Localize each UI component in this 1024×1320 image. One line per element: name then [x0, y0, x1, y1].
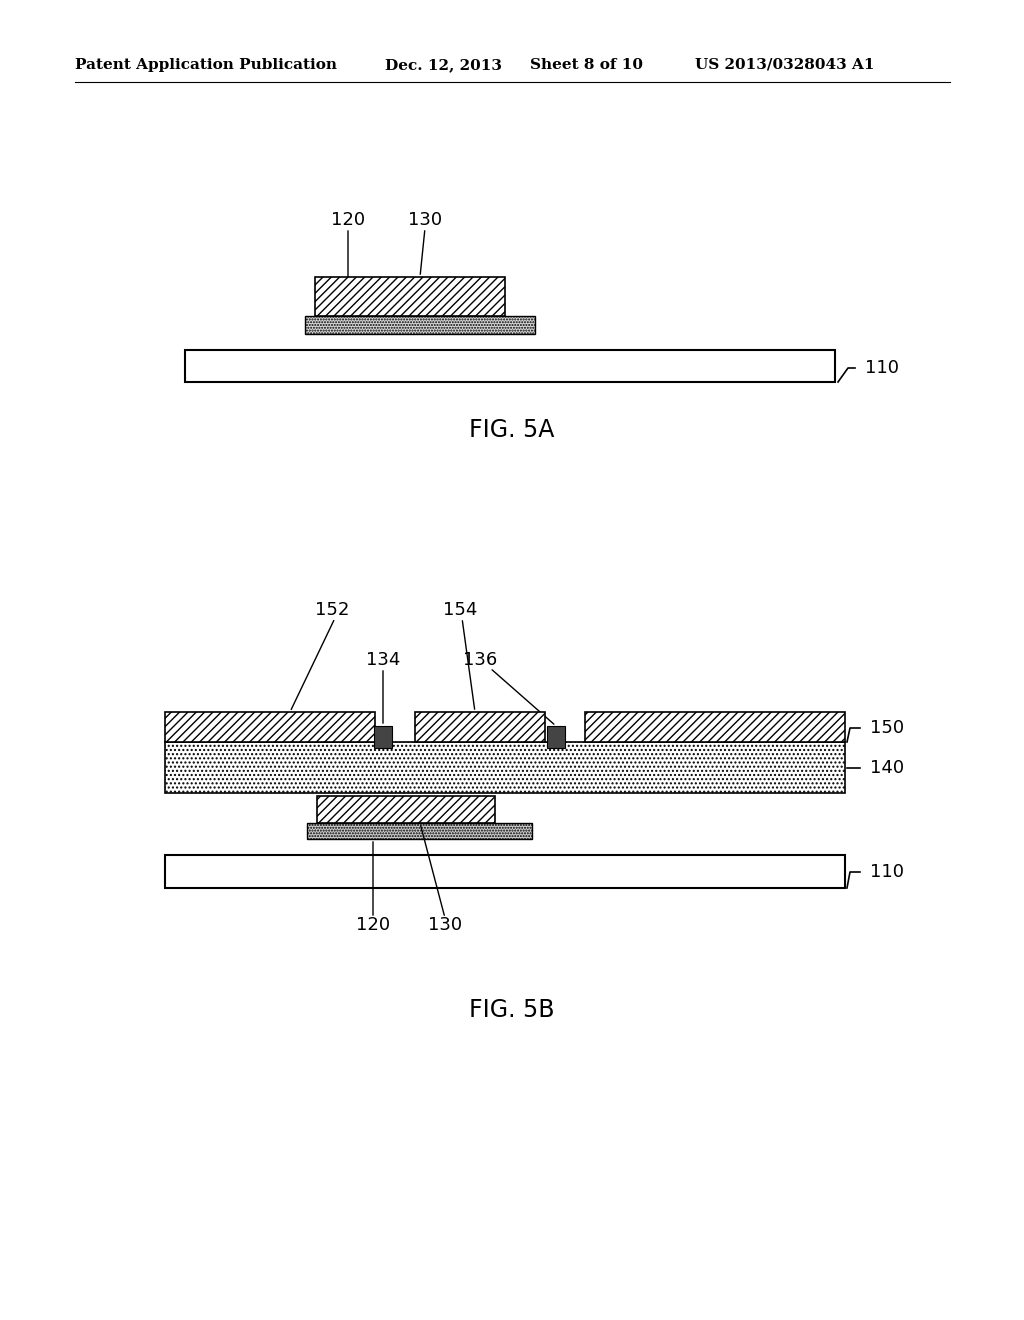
- Bar: [305, 315, 535, 334]
- Text: 110: 110: [865, 359, 899, 378]
- Text: Sheet 8 of 10: Sheet 8 of 10: [530, 58, 643, 73]
- Bar: [415, 711, 545, 742]
- Bar: [307, 822, 532, 840]
- Bar: [374, 726, 392, 748]
- Text: 110: 110: [870, 863, 904, 880]
- Bar: [585, 711, 845, 742]
- Text: FIG. 5A: FIG. 5A: [469, 418, 555, 442]
- Text: 152: 152: [314, 601, 349, 619]
- Bar: [315, 277, 505, 315]
- Text: 130: 130: [408, 211, 442, 228]
- Text: 130: 130: [428, 916, 462, 935]
- Bar: [165, 711, 375, 742]
- Bar: [547, 726, 565, 748]
- Bar: [165, 855, 845, 888]
- Text: 150: 150: [870, 719, 904, 737]
- Bar: [317, 796, 495, 822]
- Text: 134: 134: [366, 651, 400, 669]
- Text: 136: 136: [463, 651, 497, 669]
- Text: Patent Application Publication: Patent Application Publication: [75, 58, 337, 73]
- Text: 120: 120: [356, 916, 390, 935]
- Text: Dec. 12, 2013: Dec. 12, 2013: [385, 58, 502, 73]
- Bar: [165, 742, 845, 793]
- Text: 140: 140: [870, 759, 904, 777]
- Text: FIG. 5B: FIG. 5B: [469, 998, 555, 1022]
- Text: 120: 120: [331, 211, 366, 228]
- Bar: [185, 350, 835, 381]
- Text: US 2013/0328043 A1: US 2013/0328043 A1: [695, 58, 874, 73]
- Text: 154: 154: [442, 601, 477, 619]
